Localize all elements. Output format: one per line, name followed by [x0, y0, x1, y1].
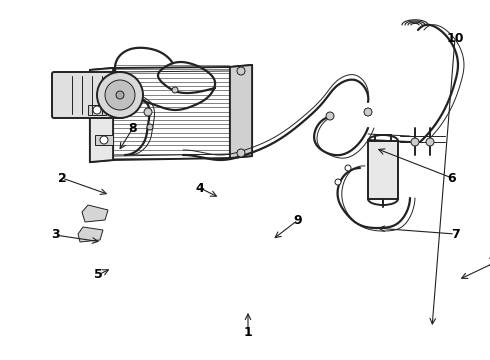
Circle shape — [93, 106, 101, 114]
Circle shape — [345, 165, 351, 171]
Text: 1: 1 — [244, 325, 252, 338]
Circle shape — [364, 108, 372, 116]
Circle shape — [237, 67, 245, 75]
Circle shape — [97, 72, 143, 118]
Text: 9: 9 — [294, 213, 302, 226]
Text: 7: 7 — [451, 228, 460, 240]
Bar — [368, 141, 398, 199]
Circle shape — [326, 112, 334, 120]
Bar — [95, 135, 113, 145]
Circle shape — [335, 179, 341, 185]
Text: 6: 6 — [448, 171, 456, 184]
Text: 2: 2 — [58, 171, 66, 184]
Bar — [88, 105, 106, 115]
Polygon shape — [230, 65, 252, 158]
Circle shape — [100, 136, 108, 144]
Text: 8: 8 — [129, 122, 137, 135]
Polygon shape — [82, 205, 108, 222]
FancyBboxPatch shape — [52, 72, 124, 118]
Circle shape — [411, 138, 419, 146]
Circle shape — [147, 124, 153, 130]
Circle shape — [144, 108, 152, 116]
Polygon shape — [78, 227, 103, 242]
Circle shape — [426, 138, 434, 146]
Text: 10: 10 — [446, 31, 464, 45]
Polygon shape — [90, 68, 113, 162]
Circle shape — [237, 149, 245, 157]
Circle shape — [105, 80, 135, 110]
Text: 3: 3 — [50, 229, 59, 242]
Circle shape — [172, 87, 178, 93]
Text: 11: 11 — [487, 256, 490, 269]
Text: 4: 4 — [196, 181, 204, 194]
Text: 5: 5 — [94, 269, 102, 282]
Circle shape — [116, 91, 124, 99]
